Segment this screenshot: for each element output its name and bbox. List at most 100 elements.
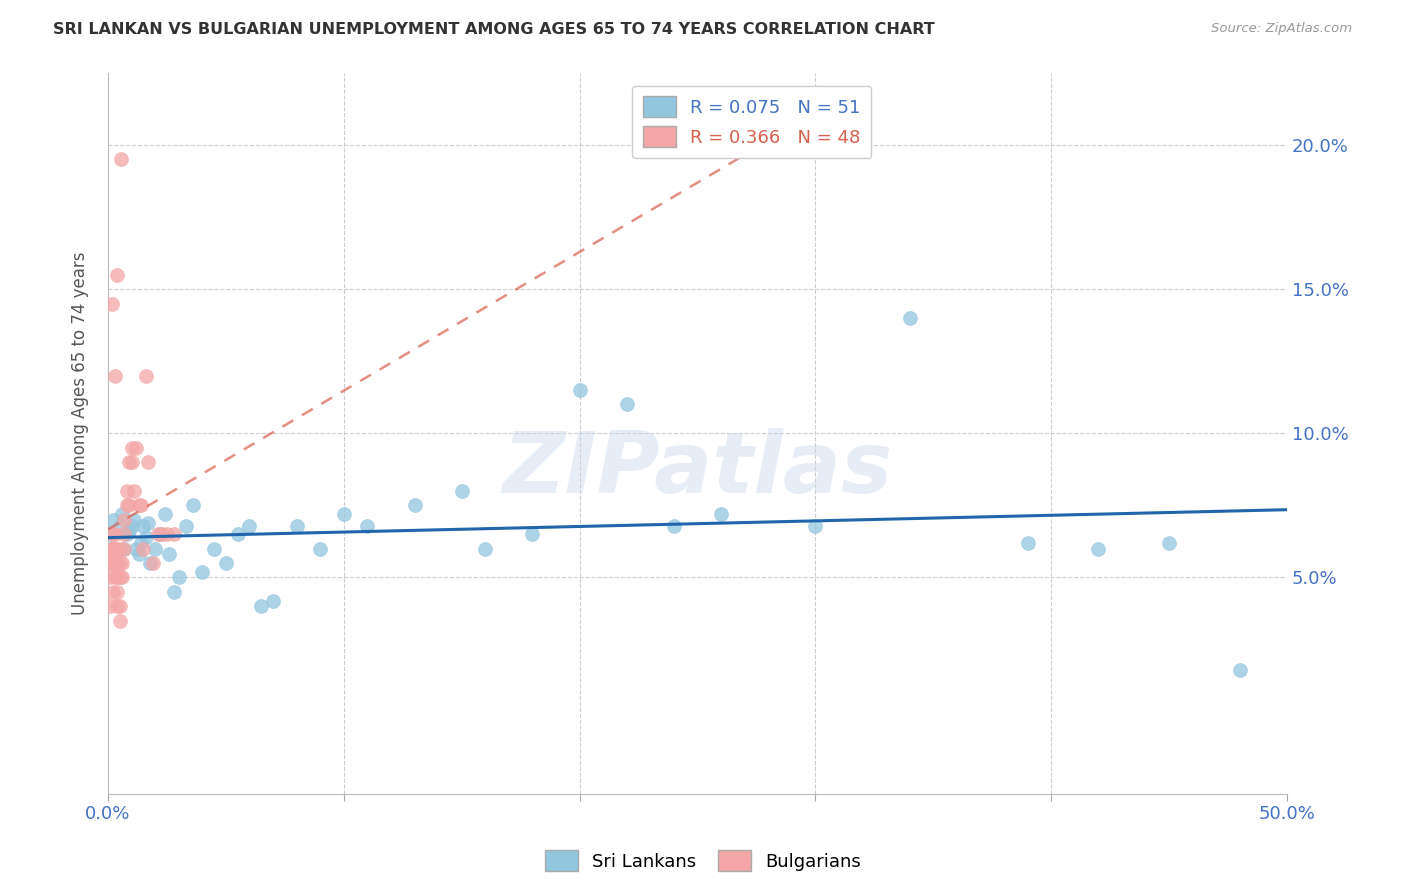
Point [101, 556, 124, 570]
Point [108, 614, 131, 628]
Point [174, 518, 197, 533]
Point [118, 524, 141, 539]
Point [104, 527, 127, 541]
Point [804, 518, 827, 533]
Point [568, 383, 591, 397]
Point [103, 541, 125, 556]
Point [98, 556, 121, 570]
Point [143, 541, 166, 556]
Point [356, 518, 378, 533]
Y-axis label: Unemployment Among Ages 65 to 74 years: Unemployment Among Ages 65 to 74 years [72, 252, 89, 615]
Point [136, 455, 159, 469]
Point [114, 541, 136, 556]
Point [404, 499, 426, 513]
Point [333, 507, 356, 521]
Point [114, 513, 136, 527]
Point [98, 556, 121, 570]
Point [98, 599, 121, 614]
Point [101, 541, 124, 556]
Point [118, 499, 141, 513]
Point [135, 530, 157, 544]
Point [105, 541, 128, 556]
Point [111, 570, 134, 584]
Point [108, 556, 131, 570]
Point [1229, 663, 1251, 677]
Point [110, 153, 132, 167]
Point [522, 527, 544, 541]
Point [128, 548, 150, 562]
Point [101, 585, 124, 599]
Point [285, 518, 308, 533]
Point [107, 556, 129, 570]
Point [111, 556, 134, 570]
Point [108, 570, 131, 584]
Point [125, 441, 148, 455]
Point [146, 527, 169, 541]
Point [115, 499, 138, 513]
Point [215, 556, 238, 570]
Point [149, 527, 172, 541]
Point [98, 541, 121, 556]
Point [163, 527, 186, 541]
Point [104, 541, 127, 556]
Point [139, 556, 162, 570]
Point [135, 368, 157, 383]
Point [108, 541, 131, 556]
Point [104, 570, 127, 584]
Point [98, 527, 121, 541]
Point [107, 556, 129, 570]
Point [98, 570, 121, 584]
Point [108, 599, 131, 614]
Point [115, 483, 138, 498]
Point [121, 518, 143, 533]
Point [150, 527, 173, 541]
Point [156, 527, 179, 541]
Point [128, 499, 150, 513]
Point [226, 527, 249, 541]
Point [153, 507, 176, 521]
Point [132, 518, 155, 533]
Point [450, 483, 472, 498]
Point [129, 536, 152, 550]
Point [104, 556, 127, 570]
Point [107, 570, 129, 584]
Point [181, 499, 204, 513]
Point [104, 541, 127, 556]
Point [115, 527, 138, 541]
Point [474, 541, 496, 556]
Point [309, 541, 332, 556]
Point [262, 593, 284, 607]
Point [129, 499, 152, 513]
Point [167, 570, 190, 584]
Point [238, 518, 260, 533]
Point [118, 455, 141, 469]
Text: Source: ZipAtlas.com: Source: ZipAtlas.com [1212, 22, 1353, 36]
Point [100, 296, 122, 310]
Point [114, 527, 136, 541]
Point [101, 527, 124, 541]
Legend: R = 0.075   N = 51, R = 0.366   N = 48: R = 0.075 N = 51, R = 0.366 N = 48 [633, 86, 872, 158]
Point [100, 541, 122, 556]
Point [163, 585, 186, 599]
Point [125, 541, 148, 556]
Point [101, 513, 124, 527]
Point [191, 565, 214, 579]
Point [132, 541, 155, 556]
Legend: Sri Lankans, Bulgarians: Sri Lankans, Bulgarians [538, 843, 868, 879]
Point [122, 483, 145, 498]
Text: ZIPatlas: ZIPatlas [502, 428, 893, 511]
Point [121, 455, 143, 469]
Point [122, 513, 145, 527]
Point [121, 441, 143, 455]
Point [108, 518, 131, 533]
Point [107, 268, 129, 282]
Point [104, 368, 127, 383]
Point [136, 516, 159, 530]
Text: SRI LANKAN VS BULGARIAN UNEMPLOYMENT AMONG AGES 65 TO 74 YEARS CORRELATION CHART: SRI LANKAN VS BULGARIAN UNEMPLOYMENT AMO… [53, 22, 935, 37]
Point [1157, 536, 1180, 550]
Point [662, 518, 685, 533]
Point [157, 548, 180, 562]
Point [250, 599, 273, 614]
Point [111, 507, 134, 521]
Point [114, 541, 136, 556]
